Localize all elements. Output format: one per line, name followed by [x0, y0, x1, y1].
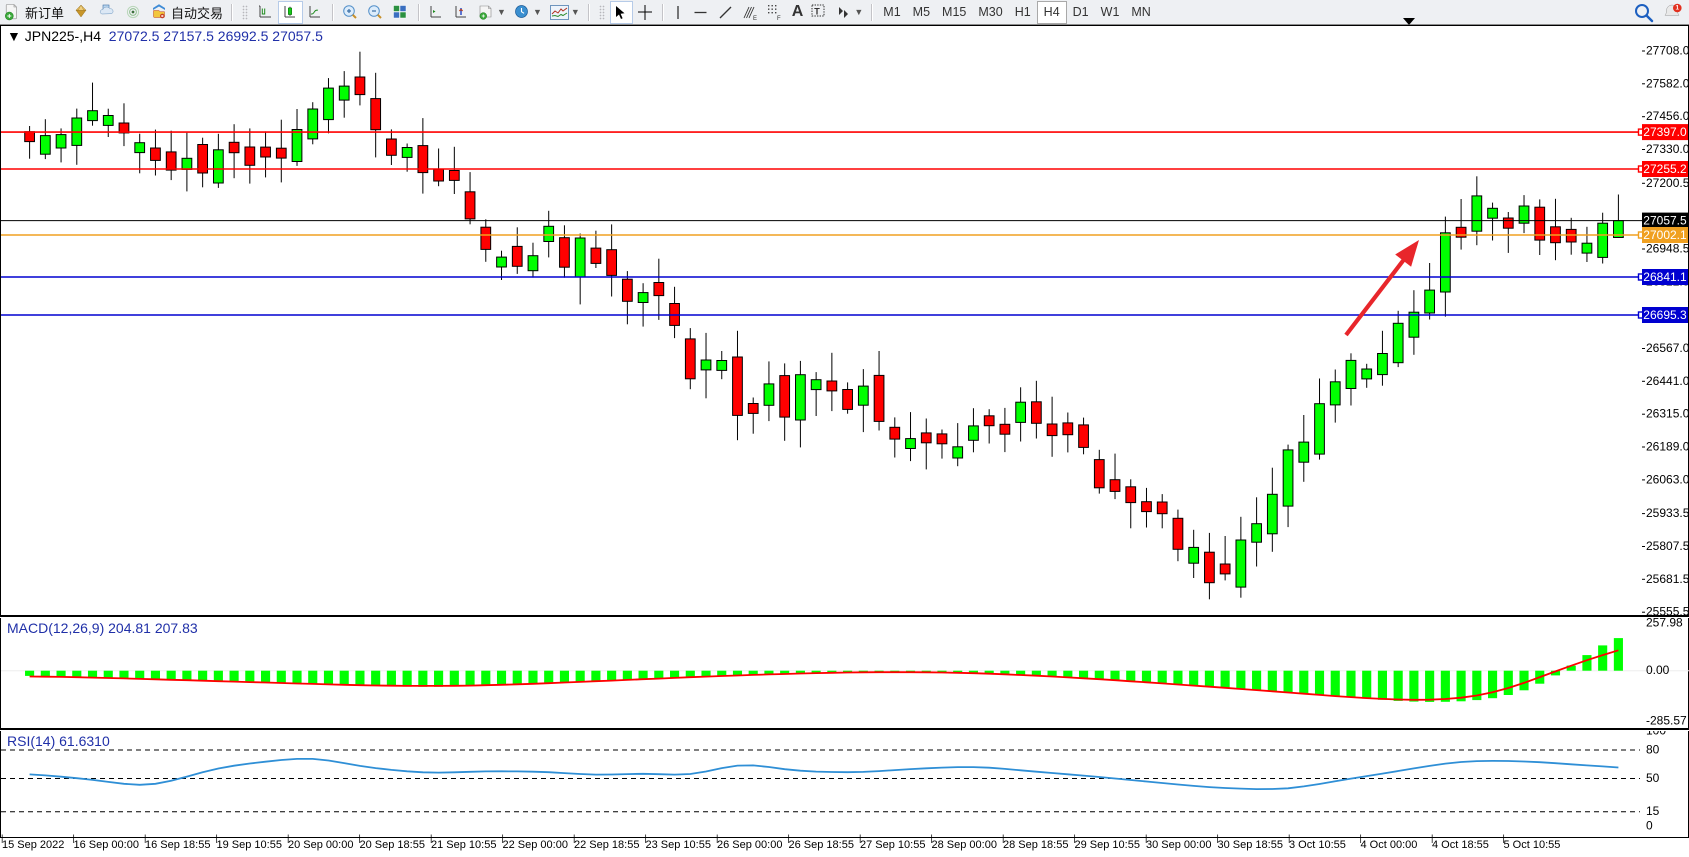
svg-text:25555.5: 25555.5	[1646, 605, 1689, 618]
svg-text:-285.57: -285.57	[1646, 714, 1687, 728]
svg-text:26567.0: 26567.0	[1646, 341, 1689, 355]
svg-text:0.00: 0.00	[1646, 663, 1670, 677]
svg-text:80: 80	[1646, 743, 1660, 757]
svg-text:50: 50	[1646, 771, 1660, 785]
svg-text:1: 1	[1676, 4, 1680, 11]
svg-text:25681.5: 25681.5	[1646, 572, 1689, 586]
svg-text:26189.0: 26189.0	[1646, 440, 1689, 454]
svg-text:25807.5: 25807.5	[1646, 539, 1689, 553]
svg-text:26695.3: 26695.3	[1643, 308, 1687, 322]
svg-text:T: T	[815, 6, 821, 16]
svg-text:27255.2: 27255.2	[1643, 162, 1687, 176]
svg-text:27330.0: 27330.0	[1646, 142, 1689, 156]
svg-text:26063.0: 26063.0	[1646, 472, 1689, 486]
svg-text:257.98: 257.98	[1646, 618, 1683, 630]
svg-text:15: 15	[1646, 804, 1660, 818]
svg-text:0: 0	[1646, 819, 1653, 833]
svg-text:26315.0: 26315.0	[1646, 407, 1689, 421]
svg-text:27002.1: 27002.1	[1643, 228, 1687, 242]
svg-text:26948.5: 26948.5	[1646, 242, 1689, 256]
svg-text:27456.0: 27456.0	[1646, 109, 1689, 123]
svg-text:26841.1: 26841.1	[1643, 270, 1687, 284]
svg-text:27200.5: 27200.5	[1646, 176, 1689, 190]
svg-text:F: F	[777, 16, 781, 21]
svg-text:100: 100	[1646, 731, 1666, 738]
svg-text:25933.5: 25933.5	[1646, 506, 1689, 520]
svg-text:27708.0: 27708.0	[1646, 44, 1689, 58]
svg-text:27397.0: 27397.0	[1643, 125, 1687, 139]
svg-text:27057.5: 27057.5	[1643, 213, 1687, 227]
svg-text:E: E	[753, 16, 757, 21]
svg-text:26441.0: 26441.0	[1646, 374, 1689, 388]
svg-text:27582.0: 27582.0	[1646, 76, 1689, 90]
